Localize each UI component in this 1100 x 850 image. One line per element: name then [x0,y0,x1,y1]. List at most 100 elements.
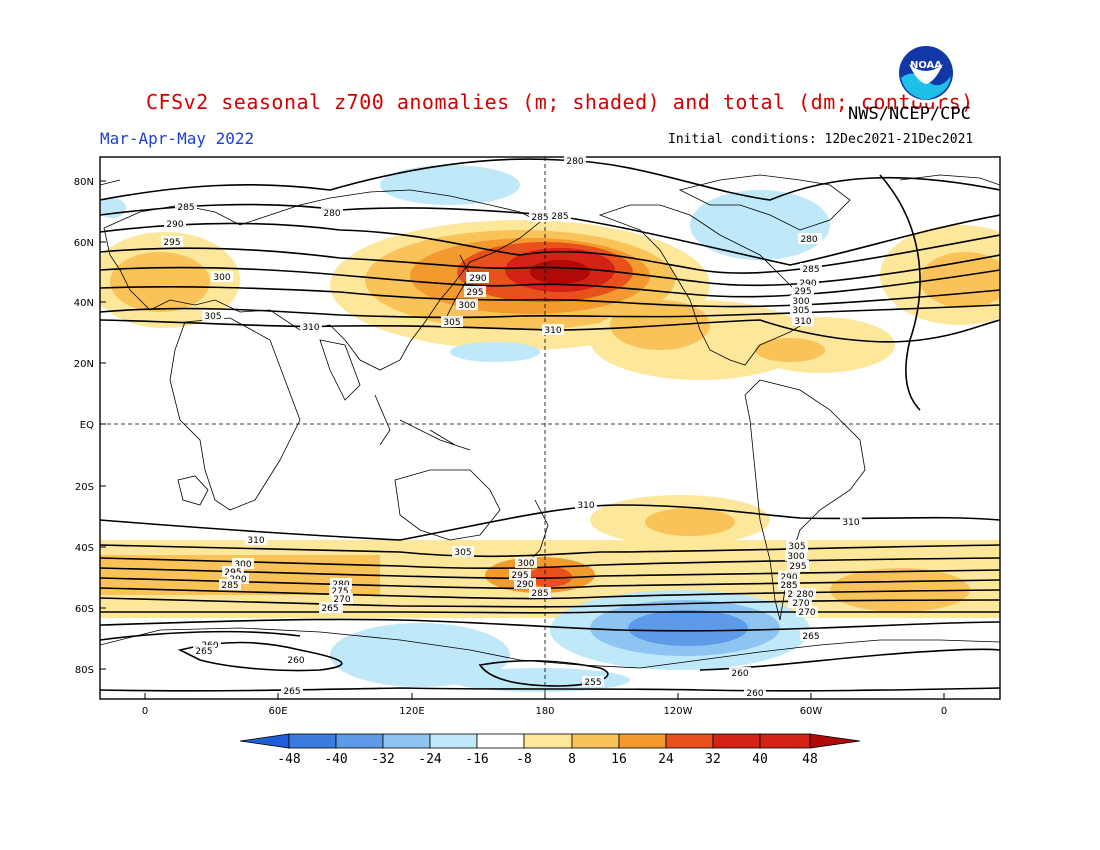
contour-label: 290 [799,279,816,289]
colorbar-segment [382,733,431,749]
lat-tick-label: 80N [74,177,94,188]
colorbar-tick-label: 40 [752,752,768,767]
contour-label: 280 [566,157,583,167]
contour-label: 295 [466,288,483,298]
contour-label: 260 [287,656,304,666]
contour-label-bg [787,560,809,571]
contour-label-bg [744,687,766,698]
colorbar-right-arrow [809,733,861,749]
contour-label: 305 [443,318,460,328]
contour-label: 290 [780,573,797,583]
colorbar-segment [335,733,384,749]
contour-label: 310 [544,326,561,336]
colorbar-segment [618,733,667,749]
contour-label-bg [778,579,800,590]
contour-label: 280 [796,590,813,600]
contour-label-bg [786,540,808,551]
contour-label-bg [575,499,597,510]
contour-label-bg [175,201,197,212]
contour-label: 290 [469,274,486,284]
lat-tick-label: 40S [75,543,94,554]
lon-tick-label: 0 [142,706,148,717]
colorbar-segment [523,733,573,749]
contour-label-bg [281,685,303,696]
colorbar: -48 -40 -32 -24 -16 -8 8 16 24 32 40 48 [239,733,861,767]
contour-label: 270 [798,608,815,618]
contour-label: 295 [789,562,806,572]
contour-label-bg [321,207,343,218]
contour-label: 260 [746,689,763,699]
contour-label-bg [529,587,551,598]
contour-label-bg [452,546,474,557]
contour-label: 300 [787,552,804,562]
contour-label: 285 [531,589,548,599]
contour-labels: 2802852802902953003053102852902953003053… [161,155,862,699]
contour-label: 270 [792,599,809,609]
lon-tick-label: 120W [664,706,693,717]
agency-label: NWS/NCEP/CPC [848,104,971,124]
contour-label-bg [330,578,352,589]
lon-tick-label: 60W [800,706,823,717]
contour-label-bg [840,516,862,527]
contour-label-bg [778,571,800,582]
contour-label: 310 [577,501,594,511]
contour-label-bg [319,602,341,613]
contour-label-bg [792,315,814,326]
contour-label-bg [161,236,183,247]
contour-label-bg [729,667,751,678]
contour-label-bg [514,578,536,589]
colorbar-segment [665,733,714,749]
contour-label-bg [227,573,249,584]
contour-label: 285 [221,581,238,591]
lat-tick-label: EQ [80,420,94,431]
contour-label-bg [456,299,478,310]
noaa-logo-text: NOAA [910,60,942,71]
contour-label: 300 [458,301,475,311]
lon-tick-label: 120E [399,706,424,717]
contour-label: 295 [163,238,180,248]
contour-label-bg [331,593,353,604]
contour-label: 265 [802,632,819,642]
contour-label: 265 [283,687,300,697]
contour-label: 285 [177,203,194,213]
colorbar-tick-label: -40 [324,752,347,767]
contour-label: 285 [531,213,548,223]
contour-label: 270 [333,595,350,605]
lon-axis: 0 60E 120E 180 120W 60W 0 [142,693,947,717]
contour-label-bg [300,321,322,332]
contour-label: 300 [234,560,251,570]
contour-label-bg [467,272,489,283]
contour-label-bg [549,210,571,221]
colorbar-tick-label: 32 [705,752,721,767]
colorbar-segment [571,733,620,749]
contour-label-bg [202,310,224,321]
lat-tick-label: 20S [75,482,94,493]
colorbar-tick-label: -32 [371,752,394,767]
contour-label-bg [794,588,816,599]
colorbar-segment [288,733,337,749]
lat-tick-label: 80S [75,665,94,676]
contour-label-bg [790,295,812,306]
contour-label: 285 [802,265,819,275]
contour-label-bg [199,639,221,650]
contour-label-bg [222,566,244,577]
contour-label: 300 [213,273,230,283]
contour-label-bg [582,676,604,687]
contour-label: 255 [584,678,601,688]
colorbar-tick-label: 8 [568,752,576,767]
contour-label: 310 [794,317,811,327]
contour-label-bg [245,534,267,545]
contour-label: 310 [247,536,264,546]
contour-label-bg [464,286,486,297]
colorbar-tick-label: -24 [418,752,442,767]
contour-label-bg [797,277,819,288]
contour-label-bg [790,304,812,315]
contour-label-bg [800,630,822,641]
contour-label-bg [564,155,586,166]
contour-label: 280 [323,209,340,219]
contour-label-bg [285,654,307,665]
contour-label-bg [800,263,822,274]
lat-tick-label: 20N [74,359,94,370]
lat-axis: 80N 60N 40N 20N EQ 20S 40S 60S 80S [74,177,106,676]
